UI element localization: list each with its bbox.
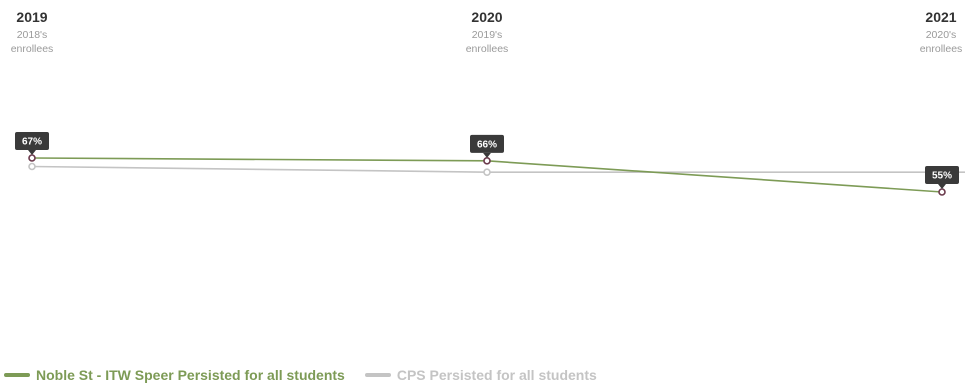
legend-item-cps[interactable]: CPS Persisted for all students (364, 367, 597, 383)
x-tick-sub2-2021: enrollees (920, 43, 963, 55)
x-tick-sub2-2019: enrollees (11, 43, 54, 55)
series-layer (28, 154, 965, 196)
legend-swatch-cps (364, 373, 391, 377)
data-label-text-noble-0: 67% (22, 137, 42, 148)
x-tick-year-2019: 2019 (16, 9, 47, 25)
data-labels: 67% 66% 55% (15, 132, 959, 189)
data-label-text-noble-1: 66% (477, 139, 497, 150)
data-label-noble-1: 66% (470, 134, 504, 158)
series-line-cps (31, 165, 965, 173)
data-point-noble-1[interactable] (483, 157, 491, 165)
data-label-text-noble-2: 55% (932, 171, 952, 182)
legend-item-noble[interactable]: Noble St - ITW Speer Persisted for all s… (4, 367, 345, 383)
data-point-cps-1[interactable] (483, 168, 491, 176)
x-tick-sub-2020: 2019's (472, 29, 503, 41)
legend-label-cps: CPS Persisted for all students (396, 367, 597, 383)
data-label-noble-0: 67% (15, 132, 49, 155)
data-label-noble-2: 55% (925, 166, 959, 189)
legend-label-noble: Noble St - ITW Speer Persisted for all s… (36, 367, 345, 383)
chart-legend: Noble St - ITW Speer Persisted for all s… (4, 366, 597, 384)
x-tick-year-2021: 2021 (925, 9, 956, 25)
data-point-cps-0[interactable] (28, 162, 36, 171)
x-tick-sub2-2020: enrollees (466, 43, 509, 55)
x-tick-sub-2019: 2018's (17, 29, 48, 41)
x-axis-labels: 2019 2018's enrollees 2020 2019's enrollees 20… (11, 9, 963, 55)
x-tick-sub-2021: 2020's (926, 29, 957, 41)
data-point-noble-0[interactable] (28, 154, 36, 162)
legend-swatch-noble (4, 373, 30, 377)
x-tick-year-2020: 2020 (471, 9, 502, 25)
data-point-noble-2[interactable] (938, 188, 946, 196)
